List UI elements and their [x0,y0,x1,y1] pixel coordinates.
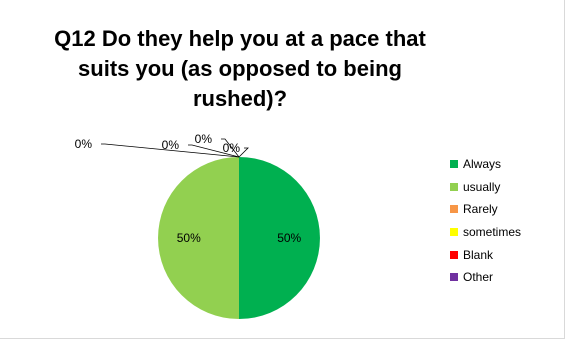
leader-lines [101,138,249,158]
legend-item-other: Other [450,266,565,289]
leader-line-blank [221,138,240,158]
leader-line-sometimes [188,144,240,158]
legend-swatch [450,160,458,169]
legend-label: Blank [463,247,494,262]
legend-label: Always [463,157,502,172]
data-label-always: 50% [277,231,301,245]
chart-title-line-3: rushed)? [192,86,288,111]
legend-swatch [450,205,458,214]
chart-title-line-1: Q12 Do they help you at a pace that [54,26,426,51]
pie-slices [158,157,320,319]
legend-swatch [450,273,458,282]
legend-item-rarely: Rarely [450,198,565,221]
legend-label: usually [463,179,501,194]
data-label-blank: 0% [195,132,213,146]
data-label-rarely: 0% [75,137,93,151]
legend: Always usually Rarely sometimes Blank Ot… [450,153,565,289]
legend-item-usually: usually [450,176,565,199]
data-labels: 50% 50% 0% 0% 0% 0% [75,132,302,245]
leader-line-rarely [101,143,240,158]
data-label-usually: 50% [177,231,201,245]
pie-slice-always [239,157,320,319]
leader-line-other [238,147,249,158]
chart-title-line-2: suits you (as opposed to being [78,56,402,81]
legend-item-always: Always [450,153,565,176]
legend-label: Other [463,270,494,285]
legend-swatch [450,182,458,191]
legend-item-sometimes: sometimes [450,221,565,244]
data-label-other: 0% [223,141,241,155]
legend-label: Rarely [463,202,498,217]
data-label-sometimes: 0% [162,138,180,152]
legend-swatch [450,228,458,237]
legend-swatch [450,250,458,259]
legend-item-blank: Blank [450,243,565,266]
chart-title: Q12 Do they help you at a pace that suit… [40,24,440,114]
pie-slice-usually [158,157,239,319]
legend-label: sometimes [463,225,522,240]
